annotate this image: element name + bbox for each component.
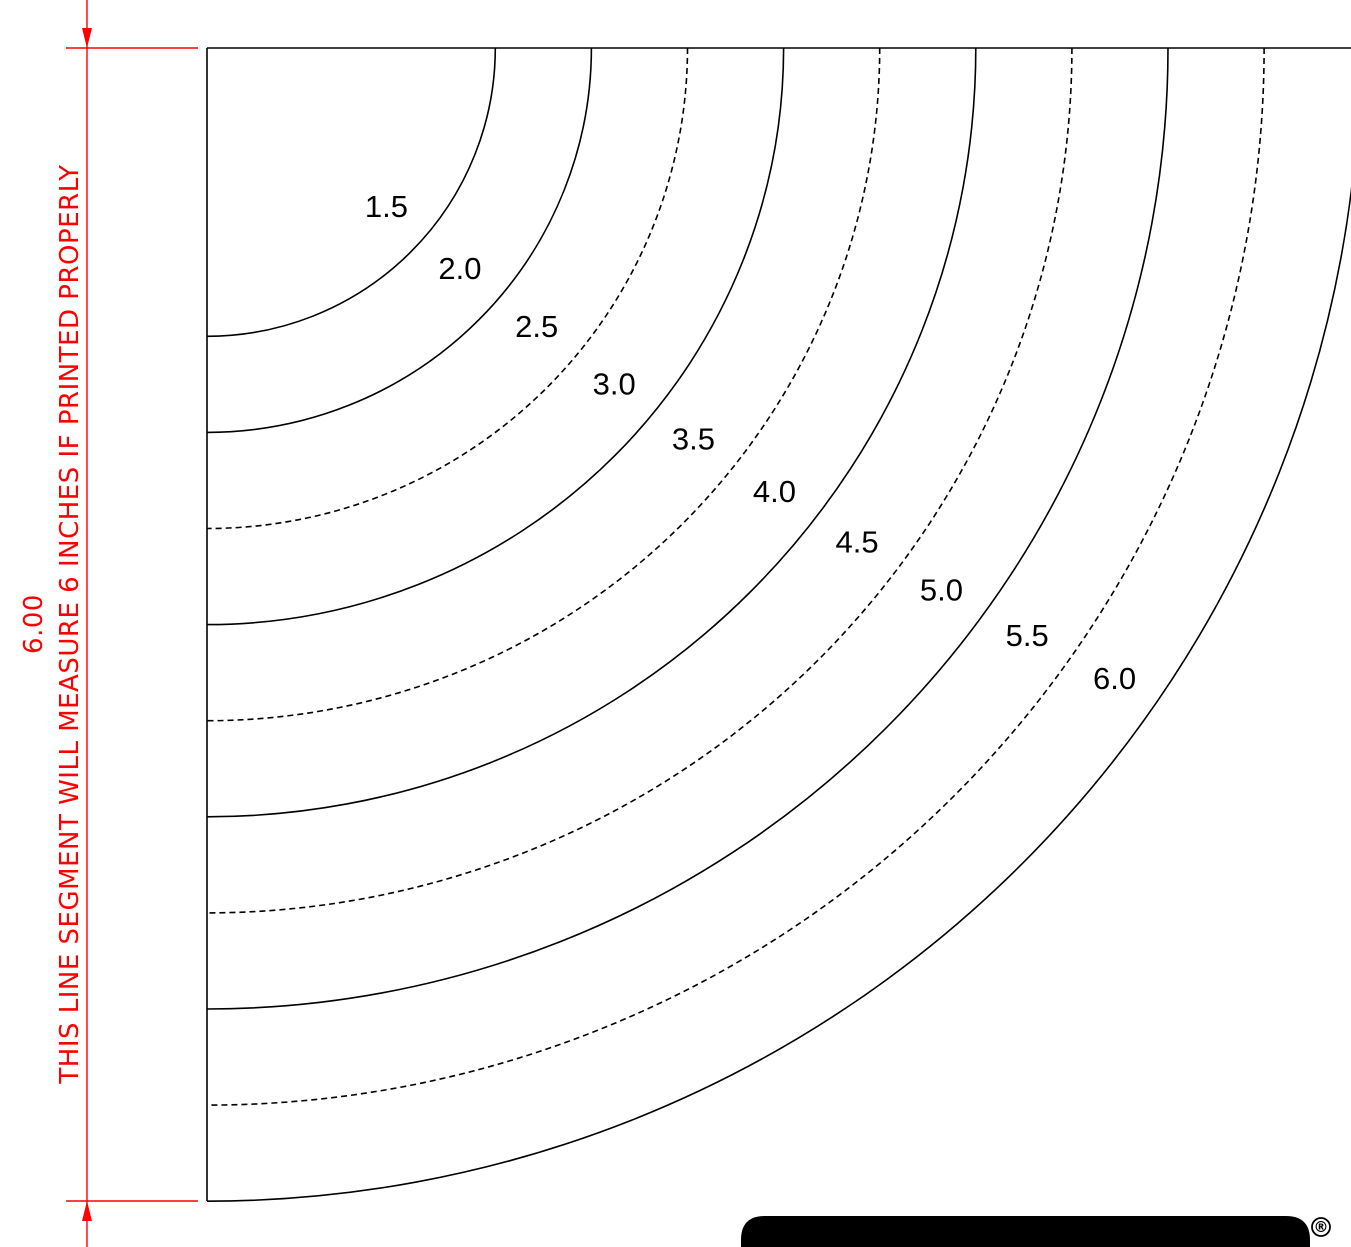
radius-label-2-5: 2.5 bbox=[515, 309, 558, 344]
dimension-arrow-bottom bbox=[82, 1201, 92, 1221]
radius-label-6-0: 6.0 bbox=[1093, 661, 1136, 696]
radius-arc-4-5 bbox=[206, 47, 1073, 914]
radius-arc-1-5 bbox=[206, 47, 497, 338]
radius-labels: 1.5 2.0 2.5 3.0 3.5 4.0 4.5 5.0 5.5 6.0 bbox=[365, 189, 1136, 696]
radius-label-3-0: 3.0 bbox=[593, 366, 636, 401]
radius-arc-2-0 bbox=[206, 47, 593, 434]
registered-mark: ® bbox=[1314, 1218, 1329, 1236]
radius-arc-4-0 bbox=[206, 47, 977, 818]
radius-label-5-0: 5.0 bbox=[920, 573, 963, 608]
radius-label-4-0: 4.0 bbox=[753, 474, 796, 509]
radius-arc-3-5 bbox=[206, 47, 881, 722]
radius-label-1-5: 1.5 bbox=[365, 189, 408, 224]
dimension-arrow-top bbox=[82, 28, 92, 48]
radius-arc-5-0 bbox=[206, 47, 1169, 1010]
radius-arcs bbox=[206, 47, 1351, 1202]
radius-label-2-0: 2.0 bbox=[438, 251, 481, 286]
radius-label-3-5: 3.5 bbox=[672, 422, 715, 457]
registered-mark-circle bbox=[1311, 1217, 1331, 1237]
dimension-annotation: 6.00 THIS LINE SEGMENT WILL MEASURE 6 IN… bbox=[19, 0, 198, 1247]
radius-label-4-5: 4.5 bbox=[836, 525, 879, 560]
dimension-caption: THIS LINE SEGMENT WILL MEASURE 6 INCHES … bbox=[55, 164, 85, 1084]
radius-arc-2-5 bbox=[206, 47, 689, 530]
dimension-value: 6.00 bbox=[19, 594, 49, 654]
radius-arc-3-0 bbox=[206, 47, 785, 626]
brand-logo-bar bbox=[741, 1216, 1310, 1247]
radius-label-5-5: 5.5 bbox=[1006, 618, 1049, 653]
radius-arc-6-0 bbox=[206, 186, 1351, 1202]
radius-arc-5-5 bbox=[206, 47, 1265, 1106]
